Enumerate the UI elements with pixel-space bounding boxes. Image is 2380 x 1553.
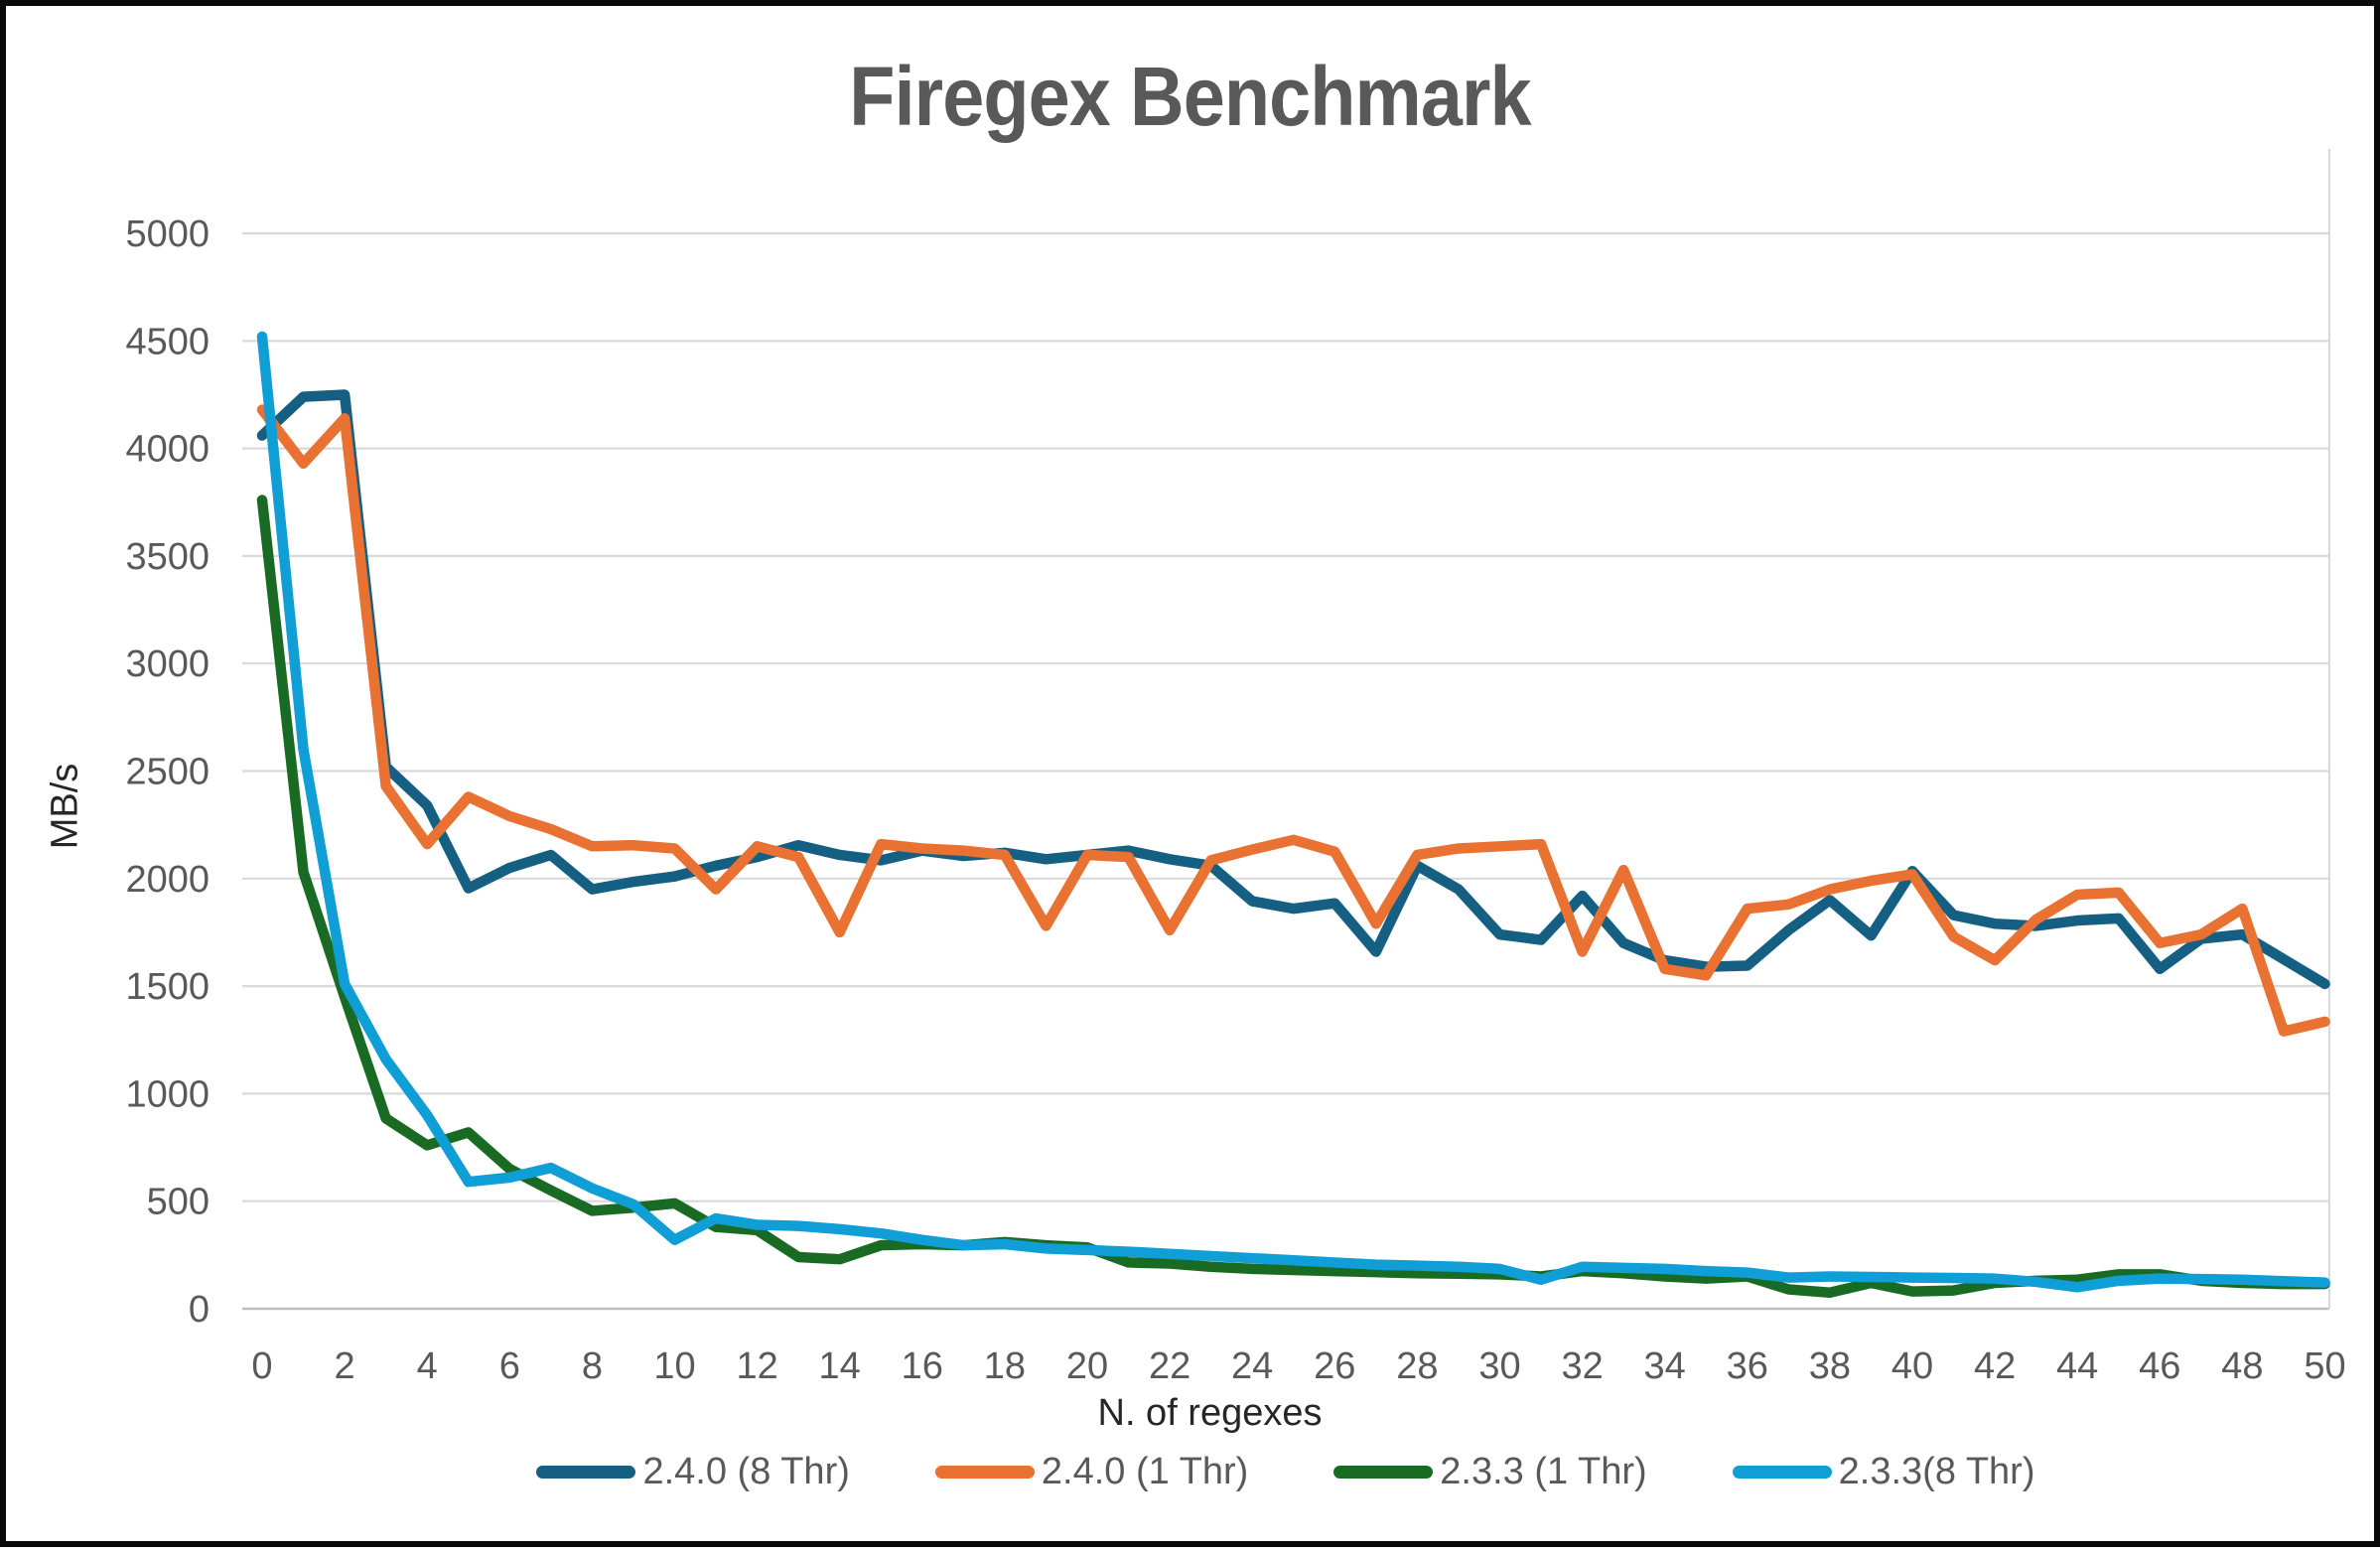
x-tick-label: 20 [1066, 1345, 1108, 1387]
series-line-2-4-0-8-thr [256, 389, 2330, 990]
legend-swatch-2-4-0-1-thr [934, 1465, 1035, 1479]
series-line-2-4-0-1-thr [256, 404, 2330, 1037]
series-line-2-3-3-8-thr [256, 331, 2330, 1293]
y-tick-label: 2500 [125, 752, 210, 793]
x-tick-label: 26 [1314, 1345, 1355, 1387]
legend-swatch-2-4-0-8-thr [536, 1465, 636, 1479]
x-tick-label: 2 [335, 1345, 355, 1387]
y-tick-label: 4500 [125, 321, 210, 362]
x-tick-label: 6 [499, 1345, 520, 1387]
chart-svg: 0500100015002000250030003500400045005000… [125, 149, 2346, 1387]
y-axis-title: MB/s [44, 763, 86, 850]
legend-item-2-4-0-8-thr: 2.4.0 (8 Thr) [536, 1450, 850, 1493]
x-tick-label: 18 [984, 1345, 1026, 1387]
x-tick-label: 24 [1231, 1345, 1273, 1387]
legend-label: 2.3.3(8 Thr) [1838, 1450, 2035, 1492]
x-tick-label: 16 [902, 1345, 943, 1387]
x-tick-label: 34 [1644, 1345, 1686, 1387]
legend-item-2-3-3-8-thr: 2.3.3(8 Thr) [1732, 1450, 2035, 1493]
legend: 2.4.0 (8 Thr) 2.4.0 (1 Thr) 2.3.3 (1 Thr) 2… [242, 1450, 2329, 1493]
x-tick-label: 30 [1478, 1345, 1520, 1387]
legend-item-2-3-3-1-thr: 2.3.3 (1 Thr) [1333, 1450, 1647, 1493]
y-tick-label: 2000 [125, 859, 210, 901]
x-tick-label: 32 [1561, 1345, 1603, 1387]
x-tick-label: 12 [736, 1345, 777, 1387]
legend-label: 2.4.0 (8 Thr) [642, 1450, 850, 1492]
legend-swatch-2-3-3-8-thr [1732, 1465, 1832, 1479]
legend-swatch-2-3-3-1-thr [1333, 1465, 1434, 1479]
y-tick-label: 500 [147, 1182, 210, 1223]
x-tick-label: 10 [653, 1345, 695, 1387]
x-tick-label: 38 [1809, 1345, 1851, 1387]
y-tick-label: 1500 [125, 966, 210, 1008]
x-tick-label: 44 [2056, 1345, 2098, 1387]
y-tick-label: 0 [189, 1289, 210, 1331]
y-tick-label: 3000 [125, 643, 210, 685]
x-tick-label: 42 [1974, 1345, 2016, 1387]
x-tick-label: 14 [819, 1345, 861, 1387]
x-tick-label: 48 [2221, 1345, 2263, 1387]
legend-label: 2.4.0 (1 Thr) [1041, 1450, 1249, 1492]
y-tick-label: 3500 [125, 536, 210, 578]
y-tick-label: 4000 [125, 429, 210, 471]
x-tick-label: 40 [1891, 1345, 1933, 1387]
chart-title: Firegex Benchmark [849, 50, 1531, 143]
y-tick-label: 5000 [125, 213, 210, 255]
x-tick-label: 4 [417, 1345, 438, 1387]
x-tick-label: 36 [1727, 1345, 1768, 1387]
x-tick-label: 0 [251, 1345, 272, 1387]
y-tick-label: 1000 [125, 1073, 210, 1115]
x-tick-label: 28 [1396, 1345, 1438, 1387]
x-tick-label: 46 [2139, 1345, 2180, 1387]
x-tick-label: 50 [2304, 1345, 2345, 1387]
series-line-2-3-3-1-thr [256, 494, 2330, 1299]
x-tick-label: 22 [1149, 1345, 1190, 1387]
x-tick-label: 8 [582, 1345, 603, 1387]
legend-item-2-4-0-1-thr: 2.4.0 (1 Thr) [934, 1450, 1249, 1493]
legend-label: 2.3.3 (1 Thr) [1440, 1450, 1647, 1492]
x-axis-title: N. of regexes [1097, 1392, 1323, 1434]
